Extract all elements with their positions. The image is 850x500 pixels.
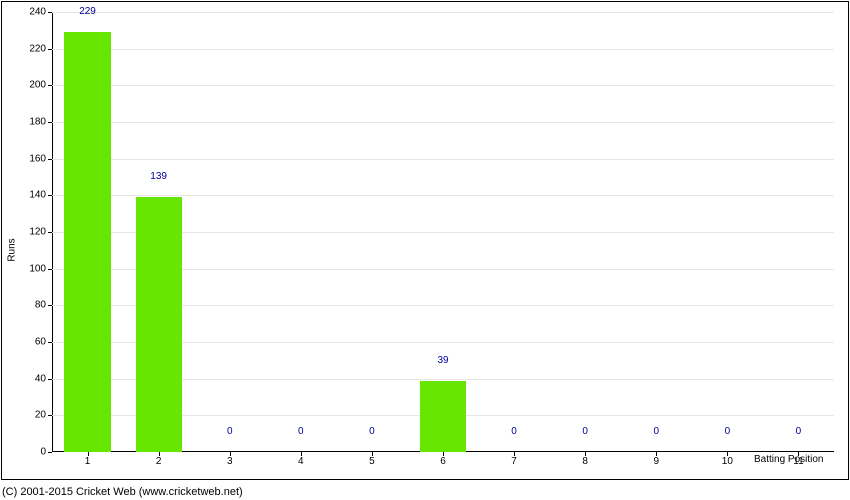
x-axis-title: Batting Position (754, 454, 824, 465)
y-tick-label: 40 (35, 373, 52, 384)
gridline (52, 49, 834, 50)
gridline (52, 159, 834, 160)
copyright-text: (C) 2001-2015 Cricket Web (www.cricketwe… (2, 486, 243, 498)
gridline (52, 85, 834, 86)
bar-value-label: 0 (653, 426, 659, 439)
bar-value-label: 0 (227, 426, 233, 439)
x-tick-label: 8 (582, 452, 588, 467)
y-tick-label: 200 (29, 80, 52, 91)
y-axis-title: Runs (7, 238, 18, 261)
bar-value-label: 0 (796, 426, 802, 439)
y-tick-label: 100 (29, 263, 52, 274)
y-tick-label: 80 (35, 300, 52, 311)
bar (420, 381, 466, 453)
x-tick-label: 7 (511, 452, 517, 467)
bar-value-label: 0 (725, 426, 731, 439)
y-tick-label: 0 (40, 447, 52, 458)
gridline (52, 122, 834, 123)
x-tick-label: 6 (440, 452, 446, 467)
gridline (52, 12, 834, 13)
gridline (52, 195, 834, 196)
x-tick-label: 1 (85, 452, 91, 467)
y-tick-label: 220 (29, 43, 52, 54)
bar-value-label: 0 (369, 426, 375, 439)
x-tick-label: 4 (298, 452, 304, 467)
y-tick-label: 60 (35, 337, 52, 348)
bar (64, 32, 110, 452)
plot-area: 0204060801001201401601802002202401229213… (52, 12, 834, 452)
bar-value-label: 0 (582, 426, 588, 439)
bar-value-label: 39 (437, 355, 448, 368)
bar-value-label: 229 (79, 6, 96, 19)
bar (136, 197, 182, 452)
y-tick-label: 240 (29, 7, 52, 18)
x-tick-label: 3 (227, 452, 233, 467)
x-tick-label: 9 (653, 452, 659, 467)
bar-value-label: 0 (511, 426, 517, 439)
bar-value-label: 139 (150, 171, 167, 184)
bar-value-label: 0 (298, 426, 304, 439)
x-tick-label: 5 (369, 452, 375, 467)
chart-container: Runs 02040608010012014016018020022024012… (0, 0, 850, 500)
y-tick-label: 20 (35, 410, 52, 421)
x-tick-label: 10 (722, 452, 733, 467)
y-tick-label: 120 (29, 227, 52, 238)
x-tick-label: 2 (156, 452, 162, 467)
y-tick-label: 160 (29, 153, 52, 164)
y-tick-label: 140 (29, 190, 52, 201)
y-tick-label: 180 (29, 117, 52, 128)
